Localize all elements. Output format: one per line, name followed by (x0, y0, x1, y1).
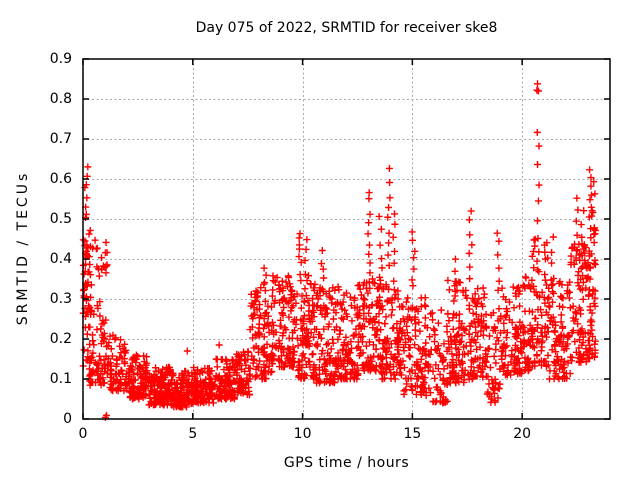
y-tick-label: 0.2 (49, 331, 72, 347)
x-tick-label: 15 (403, 426, 422, 442)
x-tick-label: 10 (293, 426, 312, 442)
y-tick-label: 0.8 (49, 91, 72, 107)
y-tick-label: 0 (63, 411, 72, 427)
y-tick-label: 0.6 (49, 171, 72, 187)
x-tick-label: 0 (78, 426, 88, 442)
x-tick-label: 20 (513, 426, 532, 442)
y-tick-label: 0.3 (49, 291, 72, 307)
x-tick-label: 5 (188, 426, 198, 442)
y-tick-label: 0.7 (49, 131, 72, 147)
chart-title: Day 075 of 2022, SRMTID for receiver ske… (195, 20, 498, 36)
y-tick-label: 0.4 (49, 251, 72, 267)
y-tick-label: 0.5 (49, 211, 72, 227)
x-axis-label: GPS time / hours (283, 455, 410, 471)
y-tick-label: 0.1 (49, 371, 72, 387)
y-tick-label: 0.9 (49, 51, 72, 67)
